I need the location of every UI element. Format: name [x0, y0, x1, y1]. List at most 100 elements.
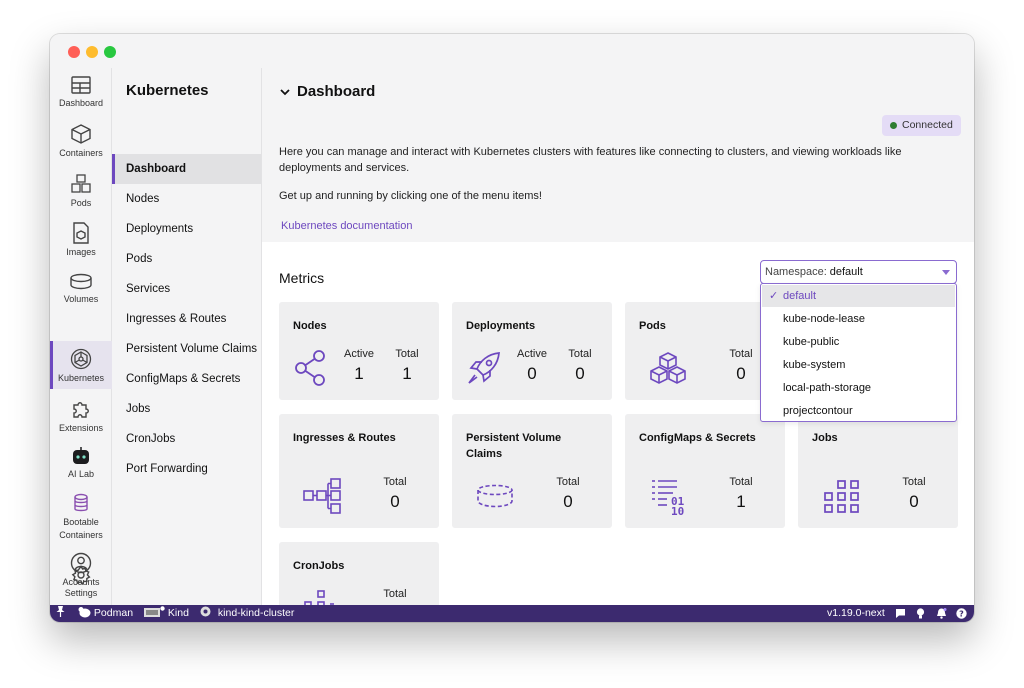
namespace-option[interactable]: ✓ default [762, 285, 955, 307]
sidebar-icon-containers[interactable]: Containers [50, 118, 112, 160]
namespace-option[interactable]: kube-public [783, 336, 840, 348]
stat-total: Total 1 [387, 348, 427, 384]
sidebar-icon-label: Extensions [58, 423, 104, 433]
stat-value: 0 [909, 492, 919, 511]
stat-value: 1 [354, 364, 364, 383]
kubernetes-docs-link[interactable]: Kubernetes documentation [281, 220, 413, 232]
nav-item-persistent-volume-claims[interactable]: Persistent Volume Claims [126, 343, 258, 355]
sidebar-icon-bootable-containers[interactable]: Bootable Containers [50, 490, 112, 542]
metric-card-configmaps-secrets[interactable]: ConfigMaps & Secrets 01 10 Total 1 [625, 414, 785, 528]
nav-item-jobs[interactable]: Jobs [126, 403, 151, 415]
chevron-down-icon[interactable] [279, 86, 291, 98]
stat-total: Total 0 [375, 588, 415, 605]
connection-status-text: Connected [902, 119, 953, 131]
volume-icon [70, 273, 92, 290]
nav-item-dashboard[interactable]: Dashboard [112, 154, 261, 184]
sidebar-icon-label: Kubernetes [57, 373, 105, 383]
rocket-icon [468, 352, 500, 384]
metric-card-persistent-volume-claims[interactable]: Persistent Volume Claims Total 0 [452, 414, 612, 528]
main-content: Dashboard Connected Here you can manage … [262, 68, 974, 605]
stat-value: 0 [736, 364, 746, 383]
stat-value: 0 [527, 364, 537, 383]
namespace-select[interactable]: Namespace: default [760, 260, 957, 284]
lightbulb-icon[interactable] [916, 608, 925, 622]
namespace-option[interactable]: kube-system [783, 359, 846, 371]
nav-item-port-forwarding[interactable]: Port Forwarding [126, 463, 208, 475]
podman-seal-icon [78, 607, 91, 618]
nav-item-services[interactable]: Services [126, 283, 171, 295]
share-nodes-icon [295, 350, 325, 386]
sidebar-icon-pods[interactable]: Pods [50, 168, 112, 210]
network-tree-icon [303, 478, 341, 514]
card-title: Jobs [812, 432, 838, 444]
minimize-window-button[interactable] [86, 46, 98, 58]
dashboard-description: Here you can manage and interact with Ku… [279, 146, 902, 174]
namespace-option[interactable]: projectcontour [783, 405, 853, 417]
nav-item-configmaps-secrets[interactable]: ConfigMaps & Secrets [126, 373, 241, 385]
kind-status[interactable]: Kind [143, 605, 189, 622]
sidebar-icon-kubernetes[interactable]: Kubernetes [50, 341, 112, 389]
stat-total: Total 0 [721, 348, 761, 384]
version-label[interactable]: v1.19.0-next [827, 607, 885, 619]
close-window-button[interactable] [68, 46, 80, 58]
metric-card-jobs[interactable]: Jobs Total 0 [798, 414, 958, 528]
stat-value: 0 [563, 492, 573, 511]
stat-total: Total 0 [560, 348, 600, 384]
dashboard-header: Dashboard Connected Here you can manage … [262, 68, 974, 242]
kind-container-icon [144, 606, 165, 617]
stat-label: Total [556, 476, 580, 488]
stat-value: 0 [575, 364, 585, 383]
sidebar-icon-settings[interactable]: Settings [50, 564, 112, 604]
robot-icon [73, 447, 89, 464]
metric-card-pods[interactable]: Pods Total 0 [625, 302, 785, 400]
title-bar [50, 34, 974, 68]
stat-label: Total [395, 348, 419, 360]
card-title: Ingresses & Routes [293, 432, 396, 444]
sidebar-icon-label: Settings [64, 588, 98, 598]
puzzle-icon [73, 402, 89, 418]
volume-claim-icon [477, 484, 513, 508]
card-title: Deployments [466, 320, 536, 332]
nav-item-cronjobs[interactable]: CronJobs [126, 433, 176, 445]
pin-icon[interactable] [56, 605, 65, 622]
stat-active: Active 0 [512, 348, 552, 384]
nav-item-pods[interactable]: Pods [126, 253, 153, 265]
kind-label: Kind [167, 607, 189, 619]
kubernetes-icon [70, 348, 92, 370]
chat-icon[interactable] [895, 608, 906, 622]
sidebar-icon-dashboard[interactable]: Dashboard [50, 70, 112, 110]
nav-title: Kubernetes [126, 82, 209, 99]
stat-label: Total [902, 476, 926, 488]
gear-icon [71, 565, 91, 585]
dashboard-icon [71, 76, 91, 94]
stat-label: Total [568, 348, 592, 360]
grid-apps-icon [824, 480, 859, 513]
namespace-option-label: default [783, 290, 817, 302]
nav-item-ingresses-routes[interactable]: Ingresses & Routes [126, 313, 227, 325]
metric-card-nodes[interactable]: Nodes Active 1 Total 1 [279, 302, 439, 400]
sidebar-icon-ai-lab[interactable]: AI Lab [50, 444, 112, 486]
connection-status-badge: Connected [882, 115, 961, 136]
nav-item-nodes[interactable]: Nodes [126, 193, 160, 205]
stat-active: Active 1 [339, 348, 379, 384]
svg-text:10: 10 [671, 505, 684, 516]
metric-card-deployments[interactable]: Deployments Active 0 Total 0 [452, 302, 612, 400]
nav-item-deployments[interactable]: Deployments [126, 223, 194, 235]
namespace-option[interactable]: local-path-storage [783, 382, 872, 394]
bell-icon[interactable] [936, 608, 947, 622]
sidebar-icon-images[interactable]: Images [50, 218, 112, 260]
sidebar-icon-volumes[interactable]: Volumes [50, 270, 112, 310]
sidebar-icon-extensions[interactable]: Extensions [50, 396, 112, 438]
metric-card-cronjobs[interactable]: CronJobs Total 0 [279, 542, 439, 605]
zoom-window-button[interactable] [104, 46, 116, 58]
card-title: Nodes [293, 320, 327, 332]
podman-label: Podman [93, 607, 134, 619]
namespace-option[interactable]: kube-node-lease [783, 313, 865, 325]
stat-label: Total [729, 476, 753, 488]
kube-context[interactable]: kind-kind-cluster [200, 605, 294, 622]
metric-card-ingresses-routes[interactable]: Ingresses & Routes Total 0 [279, 414, 439, 528]
namespace-label: Namespace: [765, 266, 827, 278]
help-icon[interactable]: ? [956, 608, 967, 622]
stat-total: Total 0 [894, 476, 934, 512]
podman-status[interactable]: Podman [77, 605, 133, 622]
